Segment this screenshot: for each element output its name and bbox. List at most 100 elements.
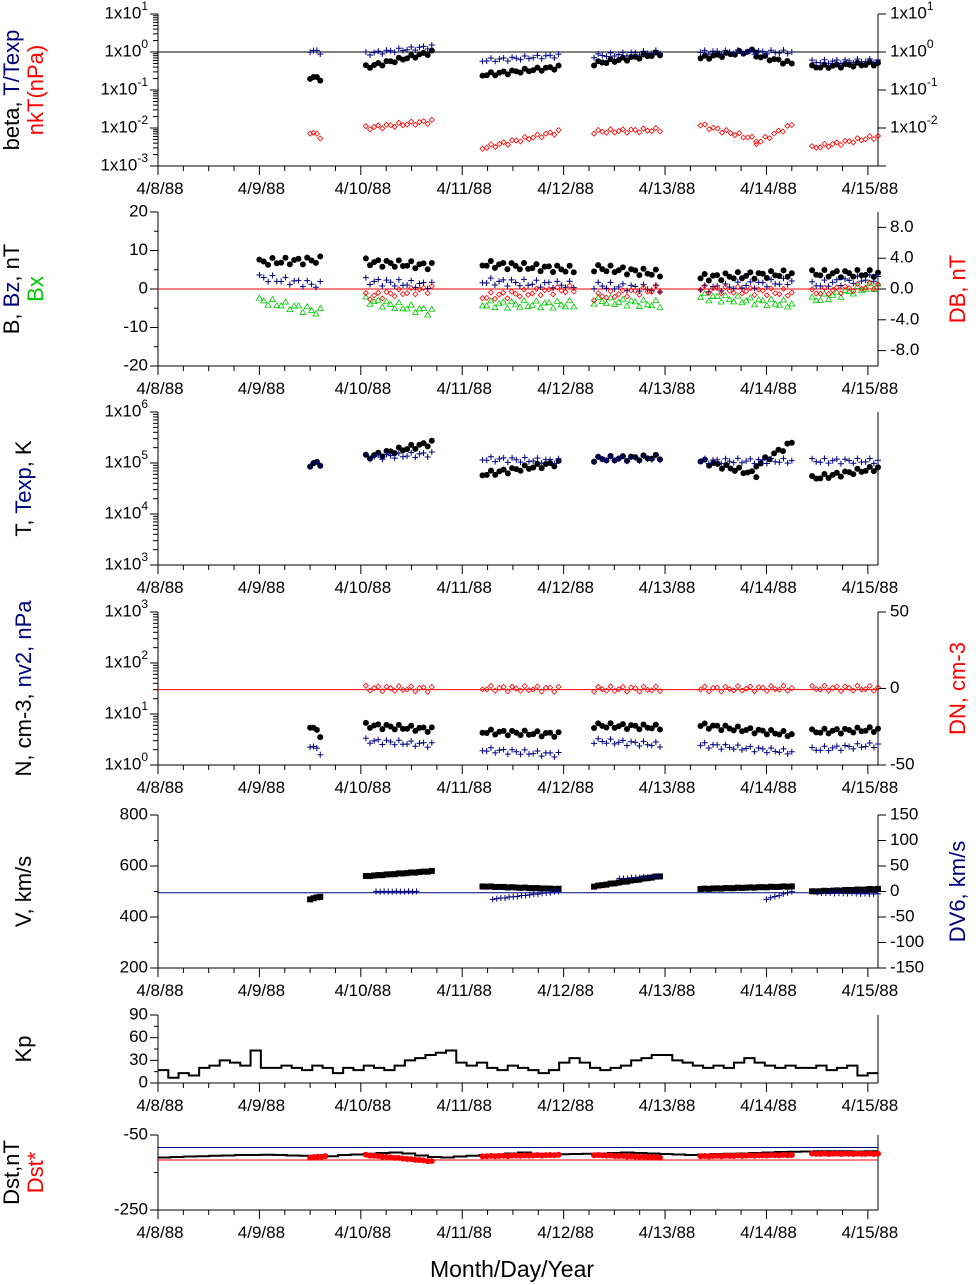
data-point [504,470,511,477]
data-point [512,279,519,286]
series [307,719,881,741]
data-point [412,47,419,54]
y-axis-title-part: T/Texp [0,30,24,96]
data-point [375,736,382,743]
data-point [825,687,832,694]
data-point [623,293,631,300]
data-point [513,1152,520,1159]
data-point [591,458,598,465]
data-point [648,687,655,694]
data-point [374,296,382,303]
data-point [718,290,725,297]
data-point [520,259,527,266]
data-point [366,687,374,694]
data-point [511,300,520,307]
data-point [833,57,840,64]
x-tick-label: 4/11/88 [436,179,491,198]
data-point [591,285,598,292]
panel-beta: 4/8/88 4/9/88 4/10/88 4/11/88 4/12/88 4/13/88… [0,0,938,198]
data-point [821,266,828,273]
data-point [529,290,536,297]
data-point [628,126,635,133]
data-point [723,461,730,468]
data-point [513,456,520,463]
data-point [371,872,378,879]
data-point [260,297,268,304]
y-tick-label: 1x100 [104,750,148,773]
data-point [825,60,832,67]
data-point [788,289,795,296]
x-tick-label: 4/12/88 [537,981,594,1000]
data-point [875,885,881,892]
data-point [520,286,528,293]
data-point [307,130,314,137]
data-point [829,744,836,751]
data-point [542,1152,549,1159]
data-point [875,59,881,66]
data-point [395,721,402,728]
data-point [307,306,316,314]
data-point [763,749,770,756]
data-point [813,888,820,895]
data-point [408,258,415,265]
y-tick-label: -50 [123,1124,148,1143]
data-point [738,687,746,694]
data-point [521,52,528,59]
y-right-tick-label: 0 [890,678,899,697]
data-point [547,889,554,896]
data-point [513,685,520,692]
data-point [509,137,516,144]
data-point [636,272,643,279]
data-point [718,727,725,734]
data-point [500,454,507,461]
data-point [624,875,631,882]
data-point [273,301,281,308]
y-tick-label: 1x103 [104,597,148,620]
y-axis-title-line: nkT(nPa) [23,45,48,135]
data-point [817,459,824,466]
data-point [517,56,524,63]
data-point [408,441,415,448]
data-point [841,137,849,144]
x-axis-title: Month/Day/Year [430,1256,594,1282]
x-tick-label: 4/9/88 [238,778,285,797]
data-point [530,134,537,141]
data-point [636,52,643,59]
data-point [408,284,415,292]
data-point [525,885,532,892]
data-point [701,270,708,277]
data-point [870,135,877,143]
data-point [595,279,602,286]
data-point [874,684,882,691]
data-point [395,45,402,52]
data-point [424,290,431,297]
data-point [763,884,770,891]
data-point [767,295,775,302]
data-point [846,284,853,292]
series [307,116,882,152]
data-point [395,683,402,690]
data-point [780,267,787,274]
data-point [652,738,659,745]
data-point [726,686,733,693]
data-point [479,729,486,736]
y-axis-title-part: V, km/s [11,856,36,927]
data-point [391,304,399,312]
data-point [636,874,643,881]
data-point [615,298,623,305]
y-tick-label: 90 [129,1004,148,1023]
data-point [538,55,545,62]
data-point [395,286,402,293]
data-point [817,888,824,895]
data-point [784,281,791,288]
data-point [813,290,820,297]
x-tick-label: 4/14/88 [740,179,797,198]
data-point [779,296,788,303]
x-tick-label: 4/12/88 [537,1223,594,1242]
data-point [763,460,770,467]
data-point [500,54,507,61]
data-point [383,683,390,690]
data-point [304,277,311,284]
data-point [387,452,394,459]
series [307,867,881,903]
